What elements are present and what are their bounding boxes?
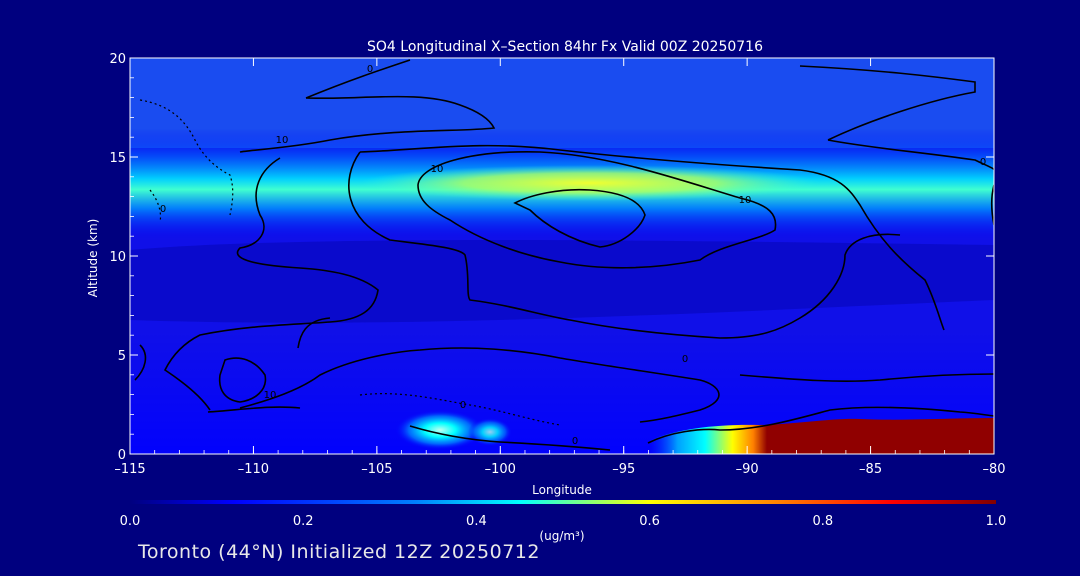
contour-label: 10 [264, 390, 277, 401]
contour-label: 10 [276, 135, 289, 146]
contour-line [348, 151, 901, 339]
x-tick-label: –100 [485, 462, 516, 477]
contour-line-negative [359, 393, 561, 426]
contours [134, 59, 994, 451]
contours-dotted [139, 99, 561, 426]
contour-label: 10 [431, 164, 444, 175]
upper-layer-core [360, 165, 820, 201]
x-tick-label: –80 [982, 462, 1005, 477]
contour-line [799, 65, 976, 141]
y-tick-label: 20 [109, 52, 126, 67]
surface-plume-east [650, 418, 994, 454]
plot-area: 0 10 10 10 0 0 0 10 0 0 [130, 58, 994, 454]
colorbar-ticks: 0.0 0.2 0.4 0.6 0.8 1.0 [120, 514, 1007, 529]
contour-label: 0 [367, 64, 373, 75]
colorbar-tick-label: 1.0 [986, 514, 1007, 529]
x-tick-label: –105 [361, 462, 392, 477]
surface-plume-west-2 [468, 418, 512, 446]
contour-line [417, 151, 777, 269]
colorbar-label: (ug/m³) [539, 529, 584, 543]
contour-line-negative [139, 99, 234, 216]
y-axis-label: Altitude (km) [86, 219, 100, 298]
contour-line [297, 317, 331, 349]
contour-line-negative [149, 189, 162, 223]
contour-line [239, 347, 720, 423]
footer-caption: Toronto (44°N) Initialized 12Z 20250712 [138, 541, 540, 563]
colorbar-tick-label: 0.2 [293, 514, 314, 529]
contour-line [409, 425, 611, 451]
contour-labels: 0 10 10 10 0 0 0 10 0 0 [160, 64, 986, 447]
y-tick-label: 10 [109, 250, 126, 265]
mid-dark-region [130, 240, 994, 323]
contour-line [163, 157, 379, 411]
x-tick-label: –85 [859, 462, 882, 477]
contour-line [359, 144, 945, 331]
chart-title: SO4 Longitudinal X–Section 84hr Fx Valid… [367, 39, 763, 55]
colorbar-tick-label: 0.0 [120, 514, 141, 529]
y-tick-label: 5 [118, 349, 126, 364]
x-tick-label: –110 [238, 462, 269, 477]
contour-line [513, 188, 646, 248]
contour-label: 10 [739, 195, 752, 206]
contour-line [239, 95, 496, 153]
x-tick-label: –95 [612, 462, 635, 477]
surface-plume-west [395, 410, 485, 450]
contour-line [305, 59, 411, 99]
colorbar-tick-label: 0.6 [639, 514, 660, 529]
contour-label: 0 [160, 204, 166, 215]
contour-line [134, 344, 147, 381]
contour-label: 0 [980, 157, 986, 168]
contour-line [827, 139, 994, 171]
colorbar-gradient [130, 500, 996, 504]
contour-label: 0 [460, 400, 466, 411]
y-tick-label: 15 [109, 151, 126, 166]
contour-line [739, 373, 994, 382]
contour-label: 0 [572, 436, 578, 447]
y-axis: 0 5 10 15 20 [109, 52, 994, 463]
contour-line [647, 406, 994, 444]
x-axis-label: Longitude [532, 483, 592, 497]
contour-line [218, 357, 267, 403]
contour-line [207, 406, 301, 413]
colorbar-tick-label: 0.8 [812, 514, 833, 529]
x-tick-label: –115 [114, 462, 145, 477]
colorbar-tick-label: 0.4 [466, 514, 487, 529]
colorbar: 0.0 0.2 0.4 0.6 0.8 1.0 (ug/m³) [120, 500, 1007, 543]
y-tick-label: 0 [118, 448, 126, 463]
x-tick-label: –90 [736, 462, 759, 477]
contour-label: 0 [682, 354, 688, 365]
x-axis: –115 –110 –105 –100 –95 –90 –85 –80 [114, 58, 1006, 477]
